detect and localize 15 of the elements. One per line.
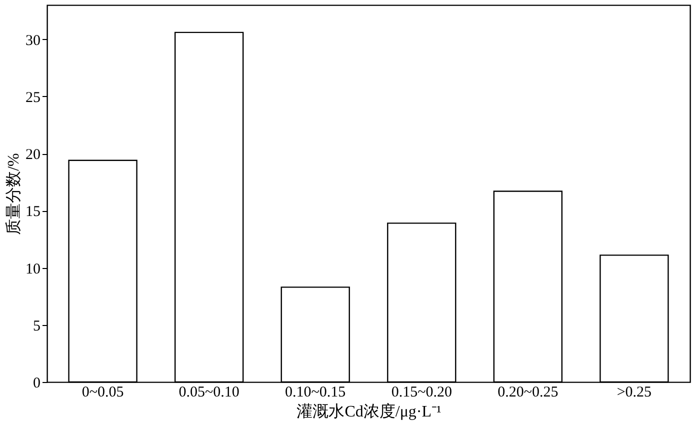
y-tick-label: 15: [26, 204, 40, 220]
y-axis-title: 质量分数/%: [4, 153, 22, 235]
y-tick-label: 30: [26, 32, 40, 49]
y-tick-label: 10: [26, 261, 40, 278]
x-tick-label: 0~0.05: [82, 384, 124, 400]
x-tick-label: 0.10~0.15: [285, 384, 346, 400]
x-tick-label: >0.25: [616, 384, 652, 400]
x-tick-label: 0.20~0.25: [498, 384, 558, 400]
y-tick-label: 20: [26, 147, 40, 164]
y-tick-label: 25: [26, 90, 40, 106]
x-axis-title: 灌溉水Cd浓度/μg·L⁻¹: [296, 402, 442, 420]
x-tick-label: 0.15~0.20: [391, 384, 452, 400]
x-tick-label: 0.05~0.10: [178, 384, 240, 400]
y-tick-label: 0: [33, 376, 40, 392]
y-tick-label: 5: [33, 318, 40, 334]
